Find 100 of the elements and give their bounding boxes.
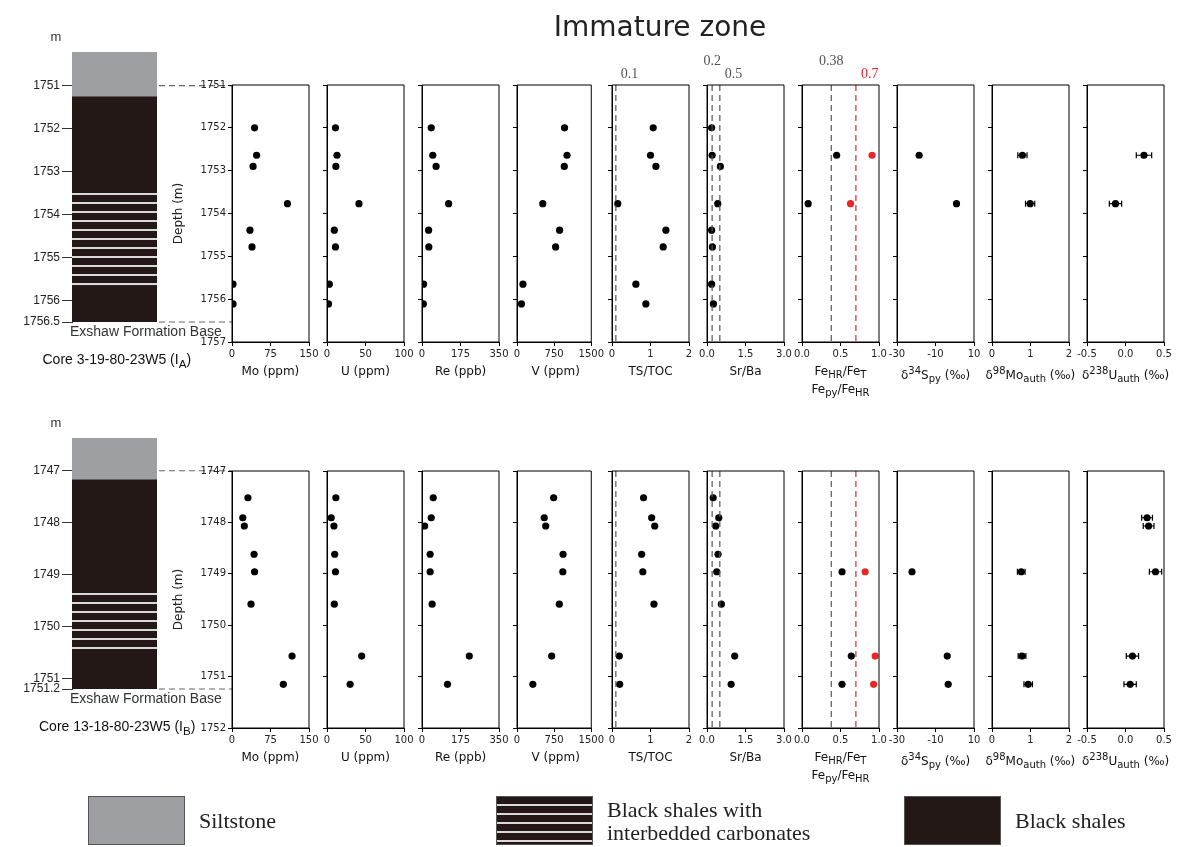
x-tick-label: 3.0 (776, 733, 792, 745)
point (517, 300, 526, 308)
x-axis-title: δ$^{98}$Mo$_{auth}$ (‰) (985, 364, 1076, 387)
y-tick-label: 1750 (33, 618, 61, 633)
x-tick-label: -0.5 (1077, 733, 1097, 745)
bar (72, 438, 157, 480)
ref-line-label: 0.38 (819, 52, 844, 68)
x-tick-label: 0.5 (832, 733, 849, 745)
x-tick-label: 0 (418, 733, 426, 745)
point (332, 162, 340, 170)
x-tick-label: 0 (228, 733, 236, 745)
point (650, 600, 658, 608)
bar (72, 52, 157, 97)
point (333, 151, 341, 159)
point (559, 550, 567, 558)
x-axis-title: U (ppm) (341, 750, 390, 764)
x-tick-label: 150 (299, 733, 319, 745)
x-tick-label: 2 (685, 347, 693, 359)
point (239, 514, 247, 522)
x-tick-label: 0 (418, 347, 426, 359)
x-tick-label: 175 (450, 733, 471, 745)
y-tick-label: 1752 (200, 121, 226, 133)
y-tick-label: 1756 (33, 292, 61, 307)
x-axis-title: Core 3-19-80-23W5 (I$_{A}$) (42, 351, 192, 371)
point (429, 151, 437, 159)
point (432, 162, 440, 170)
point (638, 550, 646, 558)
x-tick-label: 1.5 (737, 733, 754, 745)
x-tick-label: 1500 (578, 733, 604, 745)
point (247, 600, 255, 608)
point (651, 522, 659, 530)
point (330, 226, 338, 234)
y-tick-label: 1755 (200, 249, 226, 261)
y-axis-title: m (50, 29, 62, 45)
point (649, 124, 657, 132)
y-tick-label: 1751 (33, 77, 61, 92)
point (539, 200, 547, 208)
point (331, 550, 339, 558)
x-tick-label: 1.0 (871, 733, 887, 745)
x-tick-label: 75 (264, 347, 277, 359)
point (283, 200, 292, 208)
x-tick-label: -0.5 (1077, 347, 1097, 359)
point (279, 680, 287, 688)
point (614, 200, 622, 208)
point (425, 243, 433, 251)
x-axis-title: Sr/Ba (729, 750, 762, 764)
point (555, 600, 563, 608)
x-tick-label: 2 (1065, 733, 1073, 745)
x-axis-title: TS/TOC (628, 364, 673, 378)
point (248, 243, 256, 251)
x-tick-label: 1 (647, 347, 654, 359)
point (552, 243, 560, 251)
point (652, 162, 660, 170)
point (540, 514, 548, 522)
x-tick-label: 0.0 (1117, 733, 1134, 745)
ref-line-label: 0.1 (620, 65, 639, 81)
x-tick-label: 3.0 (776, 347, 792, 359)
x-tick-label: -30 (888, 733, 906, 745)
point (550, 494, 558, 502)
point (542, 522, 550, 530)
y-tick-label: 1754 (33, 206, 61, 221)
point (331, 568, 340, 576)
x-tick-label: 0.5 (832, 347, 849, 359)
point (429, 494, 437, 502)
x-tick-label: 0.0 (794, 733, 810, 745)
y-tick-label: 1756.5 (23, 314, 61, 329)
legend-label: Black shales (1015, 808, 1127, 833)
y-tick-label: 1755 (33, 249, 61, 264)
x-axis-title: Core 13-18-80-23W5 (I$_{B}$) (39, 718, 196, 738)
point (425, 226, 433, 234)
point (327, 280, 333, 288)
point (427, 124, 435, 132)
point (632, 280, 640, 288)
y-tick-label: 1753 (33, 163, 61, 178)
point (327, 514, 335, 522)
x-tick-label: 0 (513, 347, 521, 359)
y-tick-label: 1748 (33, 515, 61, 530)
x-axis-title: Mo (ppm) (241, 750, 300, 764)
point (715, 514, 723, 522)
x-tick-label: 1 (1027, 347, 1034, 359)
point (331, 124, 340, 132)
x-axis-title: δ$^{98}$Mo$_{auth}$ (‰) (985, 750, 1076, 773)
x-tick-label: 1 (647, 733, 654, 745)
x-tick-label: 100 (394, 347, 414, 359)
point (332, 494, 340, 502)
x-axis-title: Mo (ppm) (241, 364, 300, 378)
point (559, 568, 567, 576)
x-tick-label: 0.5 (1156, 733, 1172, 745)
point (560, 124, 569, 132)
text: Fe$_{HR}$/Fe$_{T}$ Fe$_{py}$/Fe$_{HR}$ (811, 750, 870, 785)
point (346, 680, 354, 688)
y-tick-label: 1748 (200, 515, 226, 527)
point (548, 652, 556, 660)
x-axis-title: Re (ppb) (435, 750, 487, 764)
y-tick-label: 1752 (33, 120, 61, 135)
point (563, 151, 571, 159)
point (646, 151, 655, 159)
x-tick-label: 750 (544, 347, 564, 359)
point (253, 151, 261, 159)
point (244, 494, 252, 502)
